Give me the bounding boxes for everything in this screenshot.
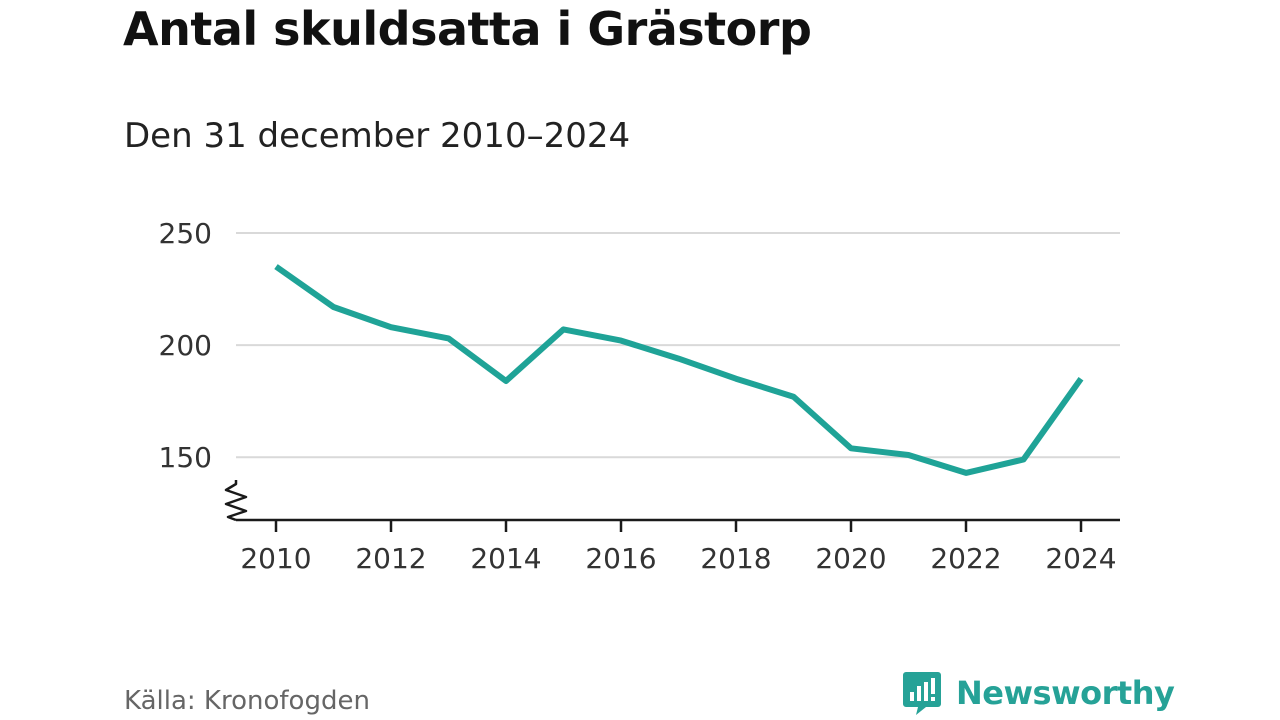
x-tick-label: 2024 [1045,542,1116,575]
chart-title: Antal skuldsatta i Grästorp [123,2,812,56]
x-tick-label: 2010 [240,542,311,575]
brand-name: Newsworthy [956,674,1175,712]
y-tick-label: 200 [159,329,212,362]
x-axis: 2010 2012 2014 2016 2018 2020 2022 2024 [224,480,1120,575]
x-tick-label: 2016 [585,542,656,575]
x-tick-label: 2018 [700,542,771,575]
gridlines: 250 200 150 [159,217,1120,474]
axis-break-icon [224,480,248,522]
x-tick-label: 2012 [355,542,426,575]
y-tick-label: 150 [159,441,212,474]
x-tick-label: 2022 [930,542,1001,575]
series-line [274,264,1084,476]
x-tick-label: 2014 [470,542,541,575]
source-note: Källa: Kronofogden [124,686,370,716]
y-tick-label: 250 [159,217,212,250]
chart-subtitle: Den 31 december 2010–2024 [124,116,631,156]
brand-logo-group: Newsworthy [902,670,1175,716]
series-layer [274,264,1084,476]
x-tick-label: 2020 [815,542,886,575]
newsworthy-logo-icon [903,672,941,715]
